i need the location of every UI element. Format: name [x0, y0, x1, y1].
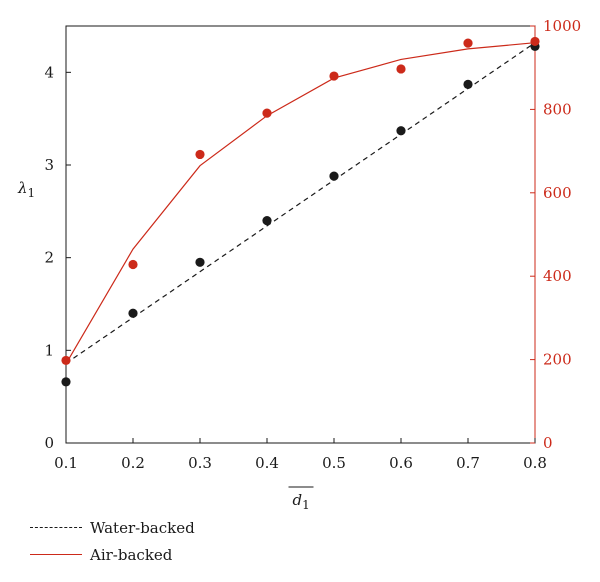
x-tick-label: 0.4	[255, 454, 279, 472]
legend-swatch-air-backed	[30, 554, 82, 555]
legend-label-air-backed: Air-backed	[90, 545, 173, 564]
y-right-tick-label: 800	[543, 100, 572, 118]
series-line-water-backed	[65, 42, 536, 364]
y-right-tick-label: 1000	[543, 17, 581, 35]
x-tick-label: 0.3	[188, 454, 212, 472]
plot-frame	[65, 25, 536, 444]
legend-swatch-water-backed	[30, 527, 82, 528]
x-axis-label: d1	[293, 491, 310, 510]
y-right-tick-label: 600	[543, 184, 572, 202]
data-point-air-backed	[530, 36, 540, 47]
data-point-air-backed	[262, 108, 272, 118]
data-point-air-backed	[396, 64, 406, 74]
y-left-tick-label: 4	[44, 63, 54, 81]
data-point-water-backed	[396, 126, 406, 136]
data-point-water-backed	[262, 216, 272, 226]
legend: Water-backed Air-backed	[30, 514, 195, 568]
y-left-tick-label: 0	[44, 434, 54, 452]
y-right-tick-label: 0	[543, 434, 553, 452]
y-axis-label: λ1	[17, 179, 35, 200]
x-tick-label: 0.2	[121, 454, 145, 472]
axis-labels: λ1 d1	[17, 179, 314, 510]
x-ticks: 0.1 0.2 0.3 0.4 0.5 0.6 0.7 0.8	[54, 438, 547, 472]
data-point-air-backed	[128, 259, 138, 270]
y-left-tick-label: 2	[44, 249, 54, 267]
data-point-air-backed	[195, 149, 205, 160]
y-right-tick-label: 400	[543, 267, 572, 285]
data-point-air-backed	[329, 71, 339, 81]
y-left-tick-label: 3	[44, 156, 54, 174]
data-point-water-backed	[128, 308, 138, 318]
y-left-ticks: 0 1 2 3 4	[44, 63, 71, 452]
x-tick-label: 0.7	[456, 454, 480, 472]
series-layer	[65, 42, 536, 365]
y-left-tick-label: 1	[44, 341, 54, 359]
legend-item-air-backed: Air-backed	[30, 541, 195, 568]
y-right-ticks: 0 200 400 600 800 1000	[530, 17, 581, 452]
x-tick-label: 0.5	[322, 454, 346, 472]
data-point-water-backed	[195, 257, 205, 267]
points-layer	[61, 36, 540, 387]
data-point-water-backed	[329, 171, 339, 181]
y-right-tick-label: 200	[543, 351, 572, 369]
x-tick-label: 0.8	[523, 454, 547, 472]
axes-frame	[65, 25, 536, 444]
data-point-air-backed	[61, 355, 71, 366]
x-tick-label: 0.6	[389, 454, 413, 472]
series-line-air-backed	[65, 42, 536, 365]
data-point-water-backed	[463, 79, 473, 89]
data-point-air-backed	[463, 38, 473, 48]
chart: 0.1 0.2 0.3 0.4 0.5 0.6 0.7 0.8 0 1 2 3 4 0 200 400 60…	[17, 17, 581, 510]
data-point-water-backed	[61, 377, 71, 387]
x-tick-label: 0.1	[54, 454, 78, 472]
legend-item-water-backed: Water-backed	[30, 514, 195, 541]
legend-label-water-backed: Water-backed	[90, 518, 195, 537]
